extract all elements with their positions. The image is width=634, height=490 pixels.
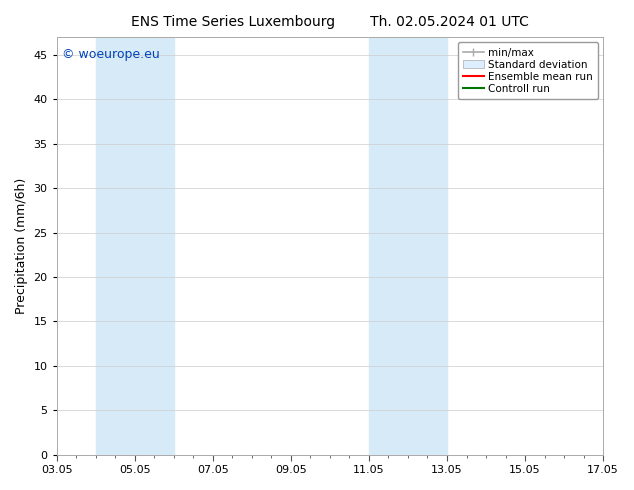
Bar — [408, 37, 447, 455]
Bar — [369, 37, 408, 455]
Text: © woeurope.eu: © woeurope.eu — [62, 48, 160, 61]
Y-axis label: Precipitation (mm/6h): Precipitation (mm/6h) — [15, 178, 28, 314]
Bar — [135, 37, 174, 455]
Legend: min/max, Standard deviation, Ensemble mean run, Controll run: min/max, Standard deviation, Ensemble me… — [458, 42, 598, 99]
Title: ENS Time Series Luxembourg        Th. 02.05.2024 01 UTC: ENS Time Series Luxembourg Th. 02.05.202… — [131, 15, 529, 29]
Bar — [96, 37, 135, 455]
